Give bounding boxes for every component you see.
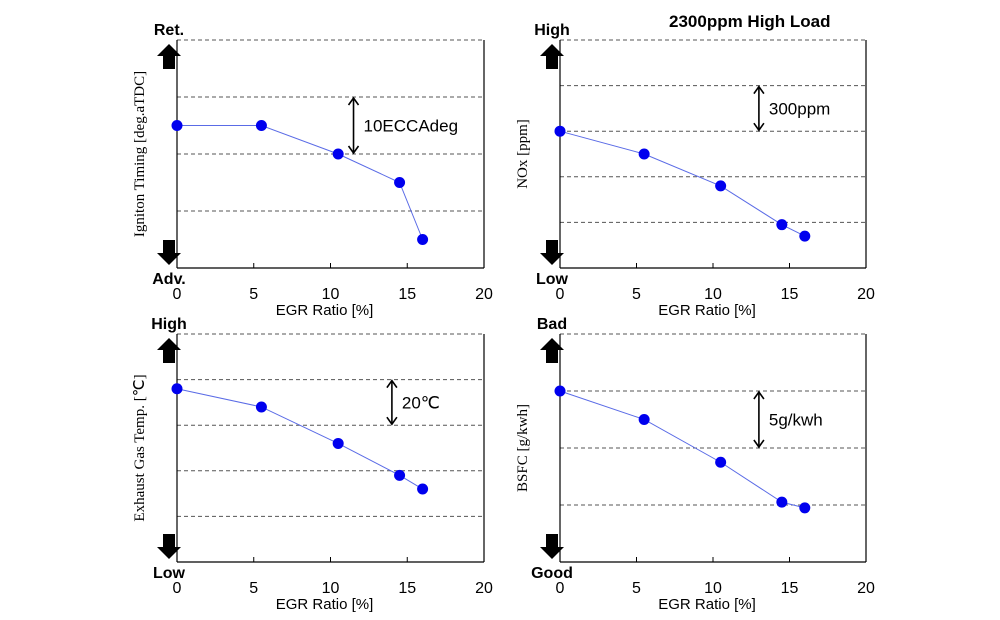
down-arrow-icon	[540, 240, 564, 265]
up-arrow-icon	[540, 338, 564, 363]
scale-arrow-head-top-egt	[386, 379, 398, 389]
data-point-egt-3	[394, 469, 406, 481]
series-line-nox	[559, 130, 806, 237]
data-point-ign-3	[394, 177, 406, 188]
data-point-egt-1	[255, 401, 267, 413]
chart-egt: 0 5 10 15 20 EGR Ratio [%] Exhaust Gas Temp. […	[132, 316, 493, 613]
y-axis-label-nox: NOx [ppm]	[515, 119, 531, 189]
down-arrow-icon	[540, 534, 564, 559]
x-tick-label-bsfc-2: 10	[704, 580, 722, 597]
y-top-label-egt: High	[151, 316, 187, 333]
down-arrow-icon	[157, 240, 181, 265]
y-bottom-label-bsfc: Good	[531, 565, 573, 582]
data-point-bsfc-1	[638, 414, 650, 425]
scale-arrow-head-bottom-ign	[347, 145, 360, 155]
x-tick-label-nox-3: 15	[781, 286, 799, 303]
x-axis-label-egt: EGR Ratio [%]	[276, 596, 374, 613]
scale-arrow-head-bottom-bsfc	[753, 439, 765, 449]
data-point-nox-0	[554, 125, 566, 137]
data-point-ign-4	[417, 234, 429, 245]
data-point-egt-2	[332, 437, 344, 449]
x-tick-label-bsfc-0: 0	[556, 580, 565, 597]
x-axis-label-bsfc: EGR Ratio [%]	[658, 596, 756, 613]
down-arrow-icon	[157, 534, 181, 559]
scale-arrow-head-top-nox	[753, 85, 765, 95]
data-point-bsfc-2	[715, 456, 727, 468]
x-tick-label-egt-0: 0	[173, 580, 182, 597]
scale-arrow-head-top-bsfc	[753, 390, 765, 400]
y-bottom-label-ign: Adv.	[152, 271, 185, 288]
data-point-egt-0	[171, 383, 183, 395]
scale-arrow-head-top-ign	[347, 96, 360, 106]
x-tick-label-bsfc-1: 5	[632, 580, 641, 597]
data-point-nox-1	[638, 148, 650, 160]
x-tick-label-nox-4: 20	[857, 286, 875, 303]
x-tick-label-ign-3: 15	[398, 286, 416, 303]
x-tick-label-bsfc-3: 15	[781, 580, 799, 597]
scale-annotation-label-ign: 10ECCAdeg	[364, 117, 459, 136]
scale-arrow-head-bottom-egt	[386, 416, 398, 426]
chart-ign: 0 5 10 15 20 EGR Ratio [%] Igniton Timing [deg…	[132, 22, 493, 319]
x-tick-label-egt-3: 15	[398, 580, 416, 597]
x-tick-label-ign-4: 20	[475, 286, 493, 303]
x-tick-label-ign-0: 0	[173, 286, 182, 303]
scale-annotation-label-egt: 20℃	[402, 393, 440, 412]
data-point-ign-0	[171, 120, 183, 131]
data-point-egt-4	[417, 483, 429, 495]
y-bottom-label-nox: Low	[536, 271, 569, 288]
y-top-label-bsfc: Bad	[537, 316, 567, 333]
x-tick-label-nox-0: 0	[556, 286, 565, 303]
series-line-bsfc	[559, 390, 805, 509]
x-axis-label-nox: EGR Ratio [%]	[658, 302, 756, 319]
x-tick-label-ign-2: 10	[322, 286, 340, 303]
scale-arrow-head-bottom-nox	[753, 122, 765, 132]
x-tick-label-nox-1: 5	[632, 286, 641, 303]
data-point-nox-3	[776, 219, 788, 231]
x-tick-label-egt-4: 20	[475, 580, 493, 597]
y-axis-label-egt: Exhaust Gas Temp. [℃]	[132, 374, 148, 521]
x-tick-label-egt-1: 5	[249, 580, 258, 597]
data-point-bsfc-3	[776, 496, 788, 508]
y-top-label-ign: Ret.	[154, 22, 184, 39]
data-point-nox-2	[715, 180, 727, 192]
scale-annotation-label-bsfc: 5g/kwh	[769, 411, 823, 430]
x-tick-label-ign-1: 5	[249, 286, 258, 303]
y-bottom-label-egt: Low	[153, 565, 186, 582]
y-axis-label-bsfc: BSFC [g/kwh]	[515, 404, 531, 492]
y-top-label-nox: High	[534, 22, 570, 39]
chart-bsfc: 0 5 10 15 20 EGR Ratio [%] BSFC [g/kwh] Bad Good…	[515, 316, 875, 613]
up-arrow-icon	[540, 44, 564, 69]
data-point-bsfc-4	[799, 502, 811, 514]
data-point-ign-1	[255, 120, 267, 131]
series-line-ign	[177, 125, 424, 240]
chart-nox: 0 5 10 15 20 EGR Ratio [%] NOx [ppm] High Low 300…	[515, 22, 875, 319]
data-point-nox-4	[799, 230, 811, 242]
series-line-egt	[176, 388, 423, 490]
x-axis-label-ign: EGR Ratio [%]	[276, 302, 374, 319]
x-tick-label-nox-2: 10	[704, 286, 722, 303]
scale-annotation-label-nox: 300ppm	[769, 99, 830, 118]
x-tick-label-egt-2: 10	[322, 580, 340, 597]
data-point-bsfc-0	[554, 385, 566, 397]
up-arrow-icon	[157, 338, 181, 363]
data-point-ign-2	[332, 148, 344, 160]
up-arrow-icon	[157, 44, 181, 69]
y-axis-label-ign: Igniton Timing [deg.aTDC]	[132, 71, 148, 237]
x-tick-label-bsfc-4: 20	[857, 580, 875, 597]
figure-title: 2300ppm High Load	[669, 12, 831, 31]
